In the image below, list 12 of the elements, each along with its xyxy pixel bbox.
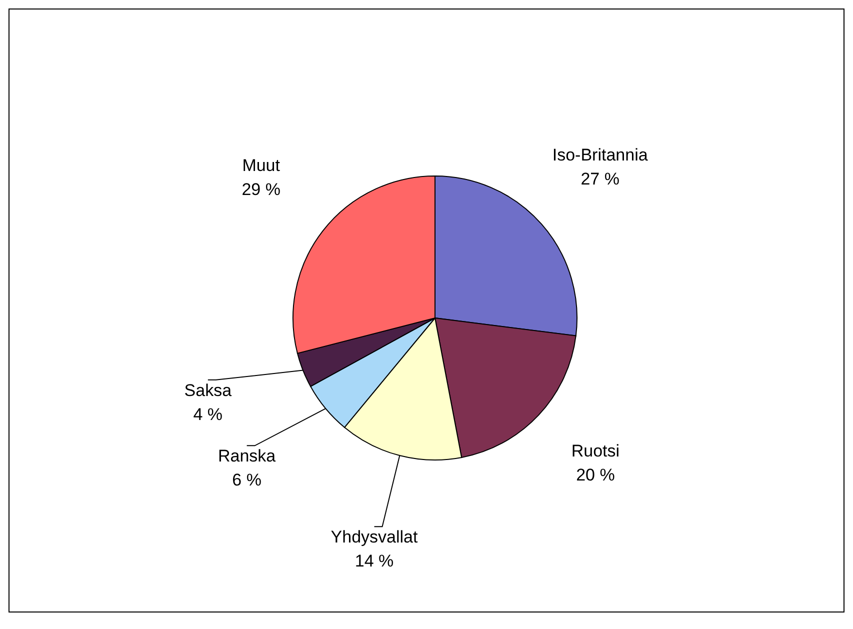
data-label: 27 % xyxy=(580,169,620,188)
data-label: 20 % xyxy=(576,466,615,485)
slice-label: Ranska xyxy=(218,446,276,466)
slice-label: Iso-Britannia xyxy=(552,145,648,164)
slice-label: Muut xyxy=(242,156,280,176)
slice-label: Saksa xyxy=(184,380,232,400)
data-label: 29 % xyxy=(242,180,280,200)
slice-label: Yhdysvallat xyxy=(330,528,418,547)
data-label: 4 % xyxy=(193,404,223,424)
data-label: 14 % xyxy=(354,552,394,571)
slice-label: Ruotsi xyxy=(571,442,620,461)
data-label: 6 % xyxy=(232,470,262,490)
